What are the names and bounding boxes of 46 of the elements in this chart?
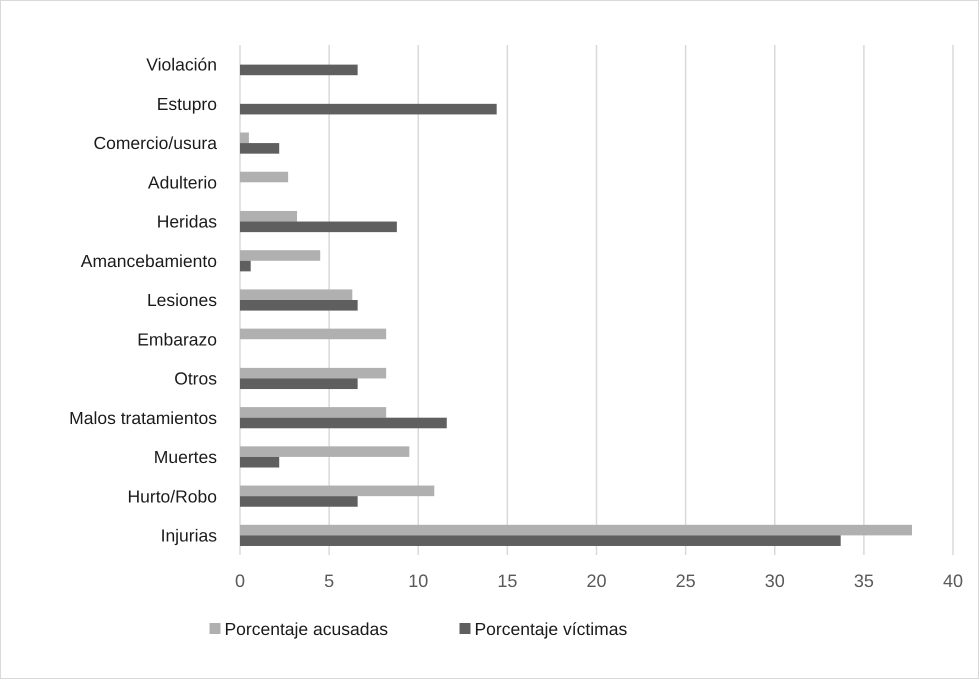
legend-label: Porcentaje víctimas bbox=[474, 619, 628, 640]
bar bbox=[240, 300, 358, 311]
y-tick-label: Injurias bbox=[160, 526, 218, 546]
bar bbox=[240, 143, 280, 154]
x-tick-label: 5 bbox=[324, 571, 334, 591]
bar bbox=[240, 250, 320, 261]
x-tick-label: 30 bbox=[764, 571, 785, 591]
bar bbox=[240, 535, 841, 546]
y-tick-label: Embarazo bbox=[137, 329, 217, 350]
bar bbox=[240, 222, 397, 232]
x-tick-label: 25 bbox=[676, 571, 696, 591]
x-tick-label: 40 bbox=[942, 571, 964, 591]
bar bbox=[240, 172, 288, 182]
y-tick-label: Comercio/usura bbox=[93, 133, 218, 154]
bar bbox=[240, 210, 298, 222]
bar bbox=[240, 524, 912, 536]
bar bbox=[240, 486, 434, 496]
y-tick-label: Hurto/Robo bbox=[128, 486, 217, 506]
bar bbox=[240, 446, 410, 457]
x-tick-label: 10 bbox=[408, 571, 428, 591]
bar bbox=[240, 132, 249, 144]
bar bbox=[240, 104, 497, 114]
y-tick-label: Estupro bbox=[156, 94, 217, 114]
bar bbox=[240, 368, 386, 378]
bar bbox=[240, 260, 251, 272]
bar bbox=[240, 407, 386, 418]
x-tick-label: 15 bbox=[497, 571, 518, 591]
y-tick-label: Otros bbox=[174, 368, 218, 389]
bar bbox=[240, 289, 352, 300]
bar bbox=[240, 64, 358, 76]
y-tick-label: Malos tratamientos bbox=[69, 408, 218, 428]
x-tick-label: 20 bbox=[586, 571, 607, 591]
bar bbox=[240, 328, 386, 340]
bar bbox=[240, 496, 358, 507]
y-tick-label: Adulterio bbox=[148, 172, 217, 192]
y-tick-label: Amancebamiento bbox=[80, 250, 217, 271]
x-tick-label: 0 bbox=[234, 571, 246, 591]
y-tick-label: Muertes bbox=[154, 447, 218, 468]
legend-label: Porcentaje acusadas bbox=[224, 619, 388, 640]
x-tick-label: 35 bbox=[854, 571, 874, 591]
bar bbox=[240, 418, 447, 428]
y-tick-label: Violación bbox=[146, 54, 217, 75]
y-tick-label: Lesiones bbox=[146, 290, 218, 310]
y-tick-label: Heridas bbox=[156, 212, 218, 232]
bar bbox=[240, 456, 280, 468]
bar bbox=[240, 378, 358, 390]
